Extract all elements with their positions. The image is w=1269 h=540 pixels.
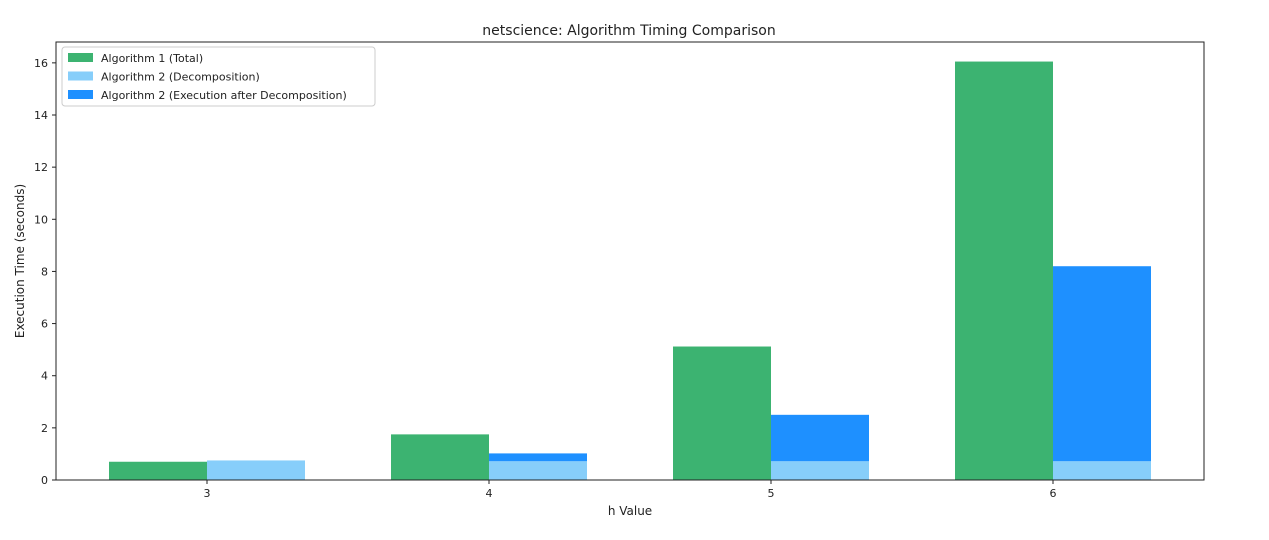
legend: Algorithm 1 (Total) Algorithm 2 (Decompos… <box>61 46 376 107</box>
y-tick-label: 16 <box>34 57 48 70</box>
bar-algorithm-1-total <box>673 346 771 480</box>
legend-label: Algorithm 1 (Total) <box>101 52 203 65</box>
x-axis: 3 4 5 6 <box>204 480 1057 500</box>
x-tick-label: 5 <box>768 487 775 500</box>
bar-algorithm-2-decomposition <box>489 461 587 480</box>
y-axis-label: Execution Time (seconds) <box>13 184 27 338</box>
legend-swatch <box>68 90 93 99</box>
y-tick-label: 8 <box>41 265 48 278</box>
y-tick-label: 10 <box>34 213 48 226</box>
y-tick-label: 2 <box>41 422 48 435</box>
y-tick-label: 4 <box>41 370 48 383</box>
bar-algorithm-1-total <box>391 434 489 480</box>
x-tick-label: 3 <box>204 487 211 500</box>
bar-algorithm-2-execution <box>1053 266 1151 462</box>
bar-algorithm-2-decomposition <box>1053 461 1151 480</box>
y-tick-label: 14 <box>34 109 48 122</box>
legend-swatch <box>68 53 93 62</box>
bar-algorithm-1-total <box>955 61 1053 481</box>
y-tick-label: 12 <box>34 161 48 174</box>
legend-items: Algorithm 1 (Total) Algorithm 2 (Decompos… <box>68 52 347 102</box>
y-axis: 0 2 4 6 8 10 12 14 16 <box>34 57 56 487</box>
legend-swatch <box>68 71 93 81</box>
bar-algorithm-2-execution <box>489 453 587 462</box>
x-axis-label: h Value <box>608 504 652 518</box>
y-tick-label: 6 <box>41 318 48 331</box>
legend-label: Algorithm 2 (Execution after Decompositi… <box>101 89 347 102</box>
bars-layer <box>109 61 1151 481</box>
x-tick-label: 4 <box>486 487 493 500</box>
chart-title: netscience: Algorithm Timing Comparison <box>482 23 775 39</box>
bar-algorithm-2-execution <box>771 414 869 462</box>
bar-algorithm-2-decomposition <box>771 461 869 480</box>
bar-algorithm-1-total <box>109 461 207 480</box>
legend-box <box>61 46 376 107</box>
y-tick-label: 0 <box>41 474 48 487</box>
legend-label: Algorithm 2 (Decomposition) <box>101 71 260 84</box>
bar-algorithm-2-decomposition <box>207 460 305 480</box>
plot-frame <box>55 41 1205 481</box>
x-tick-label: 6 <box>1050 487 1057 500</box>
